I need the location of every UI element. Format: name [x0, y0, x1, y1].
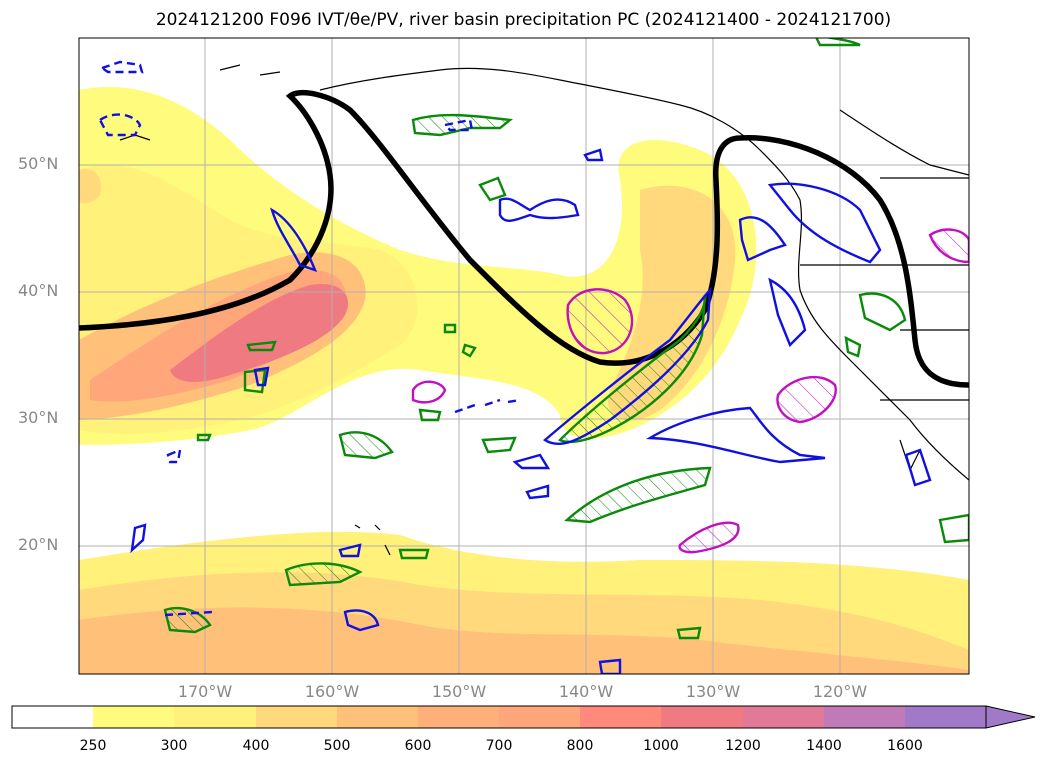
ivt-west-lobe — [79, 169, 102, 204]
colorbar-tick-label: 400 — [242, 738, 270, 754]
colorbar-tick-label: 600 — [404, 738, 432, 754]
colorbar-segment — [418, 706, 499, 728]
lat-label: 50°N — [18, 154, 59, 173]
coastline — [119, 64, 969, 556]
colorbar-tick-label: 700 — [485, 738, 513, 754]
lat-label: 20°N — [18, 535, 59, 554]
positive-pc-contours — [163, 38, 969, 640]
lon-label: 170°W — [177, 682, 233, 701]
colorbar-tick-label: 1000 — [643, 738, 679, 754]
colorbar-tick-label: 250 — [79, 738, 107, 754]
colorbar-segment — [824, 706, 905, 728]
lon-label: 150°W — [431, 682, 487, 701]
colorbar-tick-label: 800 — [566, 738, 594, 754]
map-frame — [78, 37, 970, 675]
lon-label: 140°W — [558, 682, 614, 701]
colorbar-tick-label: 300 — [160, 738, 188, 754]
lat-label: 40°N — [18, 281, 59, 300]
colorbar-segment — [905, 706, 986, 728]
colorbar-segment — [580, 706, 661, 728]
lon-label: 120°W — [812, 682, 868, 701]
colorbar-tick-label: 500 — [323, 738, 351, 754]
theta-e-contours — [411, 228, 969, 554]
colorbar-segment — [661, 706, 743, 728]
ivt-ar-core3 — [170, 284, 349, 382]
colorbar-segment — [256, 706, 337, 728]
colorbar-tick-label: 1200 — [725, 738, 761, 754]
colorbar-segment — [93, 706, 174, 728]
colorbar-outline — [11, 705, 986, 729]
colorbar-tick-label: 1400 — [806, 738, 842, 754]
lon-label: 130°W — [685, 682, 741, 701]
colorbar — [11, 705, 1036, 729]
colorbar-extend-arrow — [985, 705, 1036, 729]
lon-label: 160°W — [304, 682, 360, 701]
negative-pc-contours — [98, 60, 932, 674]
colorbar-segment — [337, 706, 418, 728]
colorbar-segment — [12, 706, 93, 728]
map-title: 2024121200 F096 IVT/θe/PV, river basin p… — [155, 10, 892, 30]
colorbar-segment — [174, 706, 256, 728]
ivt-band-south-core — [79, 607, 969, 674]
pv-contour — [79, 89, 969, 388]
colorbar-tick-label: 1600 — [887, 738, 923, 754]
colorbar-segment — [499, 706, 580, 728]
colorbar-segment — [743, 706, 824, 728]
lat-label: 30°N — [18, 408, 59, 427]
